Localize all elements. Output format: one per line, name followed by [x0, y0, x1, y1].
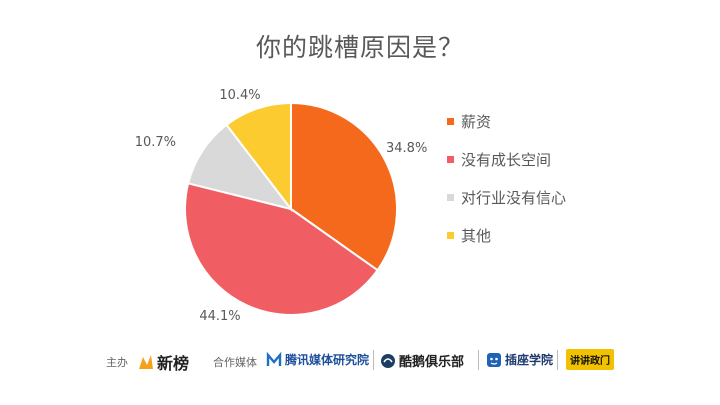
host-logo-text: 新榜	[157, 354, 190, 373]
host-logo: 新榜	[138, 350, 189, 374]
legend-label: 对行业没有信心	[461, 188, 567, 207]
socket-logo-icon	[487, 352, 501, 367]
tencent-media-logo-icon	[266, 351, 282, 366]
divider	[373, 350, 374, 370]
divider	[478, 350, 479, 370]
chart-title: 你的跳槽原因是？	[255, 33, 464, 62]
legend-swatch	[447, 193, 454, 201]
partner-name: 讲讲政门	[570, 356, 610, 367]
partner-logo-kue: 酷鹅俱乐部	[380, 351, 464, 370]
data-label-1: 34.8%	[386, 141, 427, 156]
legend-item-no-confidence: 对行业没有信心	[447, 178, 566, 216]
partner-logo-tencent: 腾讯媒体研究院	[266, 351, 369, 368]
partner-name: 腾讯媒体研究院	[285, 353, 370, 367]
legend-swatch	[447, 155, 454, 163]
legend-swatch	[447, 117, 454, 125]
legend-item-other: 其他	[447, 216, 566, 254]
host-label: 主办	[106, 356, 128, 369]
legend-item-no-growth: 没有成长空间	[447, 140, 566, 178]
pie-slice-1	[290, 101, 398, 272]
legend-label: 其他	[461, 226, 492, 245]
data-label-4: 10.4%	[219, 88, 260, 103]
pie-slice-3	[186, 123, 294, 211]
legend-item-salary: 薪资	[447, 102, 566, 140]
legend-swatch	[447, 231, 454, 239]
legend: 薪资 没有成长空间 对行业没有信心 其他	[447, 102, 566, 254]
data-label-2: 44.1%	[199, 309, 240, 324]
partner-logo-jiangjiang: 讲讲政门	[566, 349, 614, 370]
pie-slice-2	[184, 182, 379, 316]
divider	[557, 350, 558, 370]
partner-name: 酷鹅俱乐部	[399, 355, 465, 370]
pie-slice-4	[225, 101, 292, 212]
partner-label: 合作媒体	[213, 356, 257, 369]
legend-label: 薪资	[461, 112, 492, 131]
penguin-logo-icon	[381, 353, 395, 368]
data-label-3: 10.7%	[135, 135, 176, 150]
xinbang-logo-icon	[139, 355, 153, 369]
partner-name: 插座学院	[505, 353, 554, 367]
partner-logo-chazuo: 插座学院	[486, 351, 553, 368]
footer-sponsors: 主办 新榜 合作媒体 腾讯媒体研究院 酷鹅俱乐部 插座学院 讲讲政门	[0, 346, 720, 374]
legend-label: 没有成长空间	[461, 150, 552, 169]
